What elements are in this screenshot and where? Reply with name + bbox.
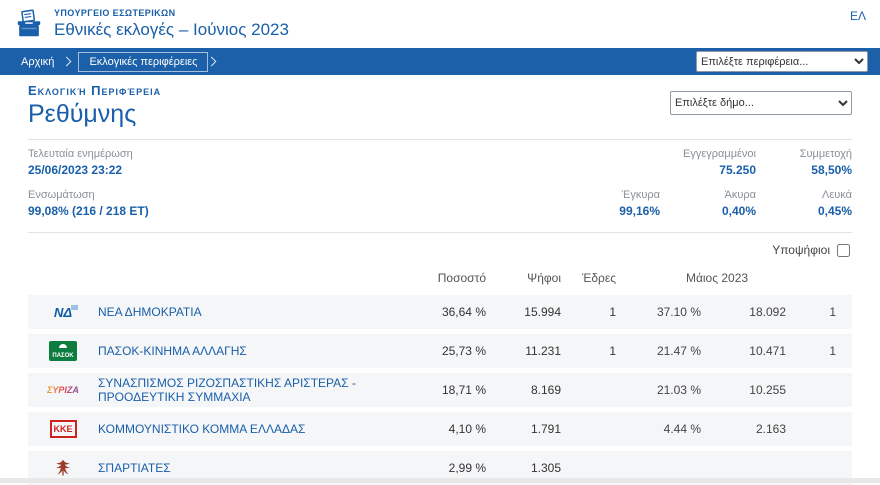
candidates-checkbox[interactable] xyxy=(837,243,850,257)
ballot-box-icon xyxy=(14,9,44,39)
party-votes: 8.169 xyxy=(530,383,561,397)
stat-integration: Ενσωμάτωση 99,08% (216 / 218 ΕΤ) xyxy=(28,189,149,218)
stat-value: 99,08% (216 / 218 ΕΤ) xyxy=(28,204,149,218)
header-percent: Ποσοστό xyxy=(437,271,486,285)
table-row: ΠΑΣΟΚ ΠΑΣΟΚ-ΚΙΝΗΜΑ ΑΛΛΑΓΗΣ 25,73 % 11.23… xyxy=(28,334,852,368)
stats-right-1: Εγγεγραμμένοι 75.250 Συμμετοχή 58,50% xyxy=(683,148,852,177)
logo-cell: ΚΚΕ xyxy=(28,420,98,438)
main-content: Εκλογική Περιφέρεια Ρεθύμνης Επιλέξτε δή… xyxy=(0,75,880,485)
stat-label: Τελευταία ενημέρωση xyxy=(28,148,133,160)
top-header: ΥΠΟΥΡΓΕΙΟ ΕΣΩΤΕΡΙΚΩΝ Εθνικές εκλογές – Ι… xyxy=(0,0,880,48)
party-percent: 4,10 % xyxy=(448,422,486,436)
party-link[interactable]: ΣΥΝΑΣΠΙΣΜΟΣ ΡΙΖΟΣΠΑΣΤΙΚΗΣ ΑΡΙΣΤΕΡΑΣ - ΠΡ… xyxy=(98,376,356,404)
divider xyxy=(28,139,852,140)
stat-valid: Έγκυρα 99,16% xyxy=(600,189,660,218)
stat-registered: Εγγεγραμμένοι 75.250 xyxy=(683,148,756,177)
party-votes: 1.791 xyxy=(530,422,561,436)
results-table: Ποσοστό Ψήφοι Έδρες Μάιος 2023 ΝΔ ΝΕΑ ΔΗ… xyxy=(28,263,852,485)
stats-right-2: Έγκυρα 99,16% Άκυρα 0,40% Λευκά 0,45% xyxy=(600,189,852,218)
stat-label: Λευκά xyxy=(822,189,852,201)
party-prev-votes: 18.092 xyxy=(749,305,786,319)
logo-cell: ΝΔ xyxy=(28,304,98,320)
party-link[interactable]: ΚΟΜΜΟΥΝΙΣΤΙΚΟ ΚΟΜΜΑ ΕΛΛΑΔΑΣ xyxy=(98,422,306,436)
party-votes: 1.305 xyxy=(530,461,561,475)
kke-logo: ΚΚΕ xyxy=(49,420,77,438)
stat-value: 25/06/2023 23:22 xyxy=(28,163,123,177)
stat-label: Εγγεγραμμένοι xyxy=(683,148,756,160)
party-prev-votes: 2.163 xyxy=(755,422,786,436)
party-prev-percent: 37.10 % xyxy=(656,305,701,319)
stat-value: 0,45% xyxy=(817,204,852,218)
site-title: Εθνικές εκλογές – Ιούνιος 2023 xyxy=(54,20,289,39)
party-percent: 2,99 % xyxy=(448,461,486,475)
stats-row-1: Τελευταία ενημέρωση 25/06/2023 23:22 Εγγ… xyxy=(28,140,852,181)
party-prev-votes: 10.471 xyxy=(749,344,786,358)
stat-value: 75.250 xyxy=(719,163,756,177)
party-prev-seats: 1 xyxy=(829,344,836,358)
party-prev-percent: 21.03 % xyxy=(656,383,701,397)
party-link[interactable]: ΠΑΣΟΚ-ΚΙΝΗΜΑ ΑΛΛΑΓΗΣ xyxy=(98,344,247,358)
divider xyxy=(28,232,852,233)
stat-value: 58,50% xyxy=(811,163,852,177)
party-prev-seats: 1 xyxy=(829,305,836,319)
stat-value: 0,40% xyxy=(721,204,756,218)
party-seats: 1 xyxy=(609,305,616,319)
header-seats: Έδρες xyxy=(581,271,616,285)
table-row: ΚΚΕ ΚΟΜΜΟΥΝΙΣΤΙΚΟ ΚΟΜΜΑ ΕΛΛΑΔΑΣ 4,10 % 1… xyxy=(28,412,852,446)
header-previous: Μάιος 2023 xyxy=(685,271,749,285)
breadcrumb-home[interactable]: Αρχική xyxy=(21,55,55,68)
party-votes: 11.231 xyxy=(525,344,561,358)
stat-blank: Λευκά 0,45% xyxy=(792,189,852,218)
region-select[interactable]: Επιλέξτε περιφέρεια... xyxy=(696,51,868,72)
pasok-logo: ΠΑΣΟΚ xyxy=(49,341,77,361)
stat-invalid: Άκυρα 0,40% xyxy=(696,189,756,218)
party-percent: 18,71 % xyxy=(441,383,486,397)
party-prev-percent: 4.44 % xyxy=(663,422,701,436)
ministry-label: ΥΠΟΥΡΓΕΙΟ ΕΣΩΤΕΡΙΚΩΝ xyxy=(54,8,176,18)
chevron-right-icon xyxy=(207,56,217,67)
stat-label: Ενσωμάτωση xyxy=(28,189,95,201)
spartiates-eagle-logo xyxy=(55,459,71,476)
page-title: Ρεθύμνης xyxy=(28,100,137,128)
stat-turnout: Συμμετοχή 58,50% xyxy=(792,148,852,177)
header-votes: Ψήφοι xyxy=(527,271,561,285)
candidates-toggle: Υποψήφιοι xyxy=(28,233,852,259)
page-head-titles: Εκλογική Περιφέρεια Ρεθύμνης xyxy=(28,83,161,129)
party-percent: 36,64 % xyxy=(441,305,486,319)
party-prev-votes: 10.255 xyxy=(749,383,786,397)
syriza-logo: ΣΥΡΙΖΑ xyxy=(47,385,79,395)
section-label: Εκλογική Περιφέρεια xyxy=(28,83,162,98)
table-row: ΝΔ ΝΕΑ ΔΗΜΟΚΡΑΤΙΑ 36,64 % 15.994 1 37.10… xyxy=(28,295,852,329)
stat-last-update: Τελευταία ενημέρωση 25/06/2023 23:22 xyxy=(28,148,133,177)
table-row: ΣΥΡΙΖΑ ΣΥΝΑΣΠΙΣΜΟΣ ΡΙΖΟΣΠΑΣΤΙΚΗΣ ΑΡΙΣΤΕΡ… xyxy=(28,373,852,407)
stat-label: Συμμετοχή xyxy=(799,148,852,160)
navbar: Αρχική Εκλογικές περιφέρειες Επιλέξτε πε… xyxy=(0,48,880,75)
party-votes: 15.994 xyxy=(524,305,561,319)
party-link[interactable]: ΣΠΑΡΤΙΑΤΕΣ xyxy=(98,461,171,475)
table-header: Ποσοστό Ψήφοι Έδρες Μάιος 2023 xyxy=(28,263,852,295)
chevron-right-icon xyxy=(61,56,72,67)
nea-dimokratia-logo: ΝΔ xyxy=(53,304,79,320)
party-seats: 1 xyxy=(609,344,616,358)
party-prev-percent: 21.47 % xyxy=(656,344,701,358)
header-text: ΥΠΟΥΡΓΕΙΟ ΕΣΩΤΕΡΙΚΩΝ Εθνικές εκλογές – Ι… xyxy=(54,8,289,40)
logo-cell: ΣΥΡΙΖΑ xyxy=(28,385,98,395)
stats-row-2: Ενσωμάτωση 99,08% (216 / 218 ΕΤ) Έγκυρα … xyxy=(28,181,852,222)
breadcrumb-districts[interactable]: Εκλογικές περιφέρειες xyxy=(78,51,209,72)
party-link[interactable]: ΝΕΑ ΔΗΜΟΚΡΑΤΙΑ xyxy=(98,305,202,319)
stat-label: Έγκυρα xyxy=(621,189,660,201)
logo-cell: ΠΑΣΟΚ xyxy=(28,341,98,361)
candidates-label: Υποψήφιοι xyxy=(772,243,830,257)
party-percent: 25,73 % xyxy=(441,344,486,358)
municipality-select[interactable]: Επιλέξτε δήμο... xyxy=(670,91,852,115)
stat-label: Άκυρα xyxy=(724,189,756,201)
page-head: Εκλογική Περιφέρεια Ρεθύμνης Επιλέξτε δή… xyxy=(28,83,852,129)
stat-value: 99,16% xyxy=(619,204,660,218)
language-toggle[interactable]: ΕΛ xyxy=(849,9,866,23)
bottom-scroll-strip xyxy=(0,478,880,483)
logo-cell xyxy=(28,458,98,478)
